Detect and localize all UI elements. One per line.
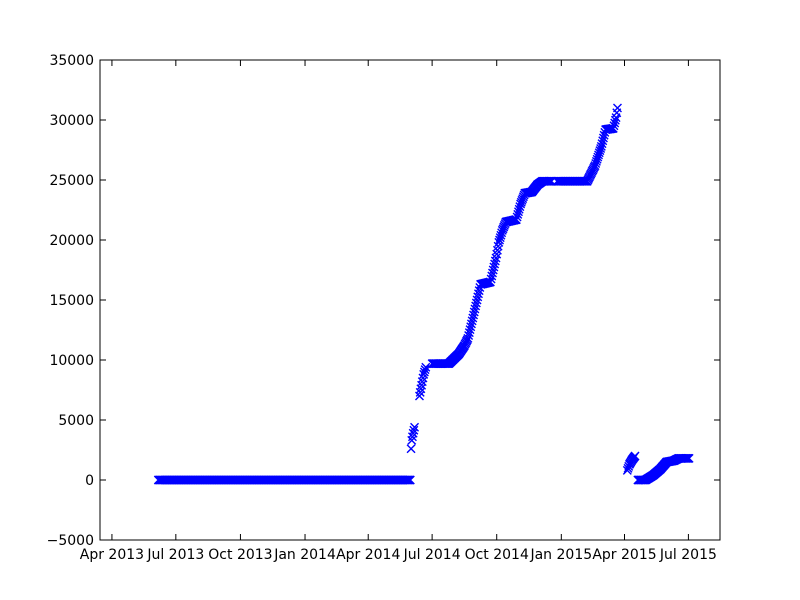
data-point (421, 362, 431, 372)
data-point (596, 144, 606, 154)
x-tick-label: Jan 2015 (529, 547, 592, 563)
data-point (409, 425, 419, 435)
x-tick-label: Jul 2015 (659, 547, 717, 563)
y-tick-label: 25000 (49, 173, 94, 189)
data-point (405, 475, 415, 485)
x-tick-label: Jul 2013 (146, 547, 204, 563)
data-point (410, 422, 420, 432)
x-tick-label: Oct 2014 (465, 547, 529, 563)
data-point (514, 204, 524, 214)
data-point (608, 123, 618, 133)
data-point (416, 384, 426, 394)
axis-ticks: −5000 0 5000 10000 15000 20000 25000 30000 35000… (47, 53, 720, 563)
y-tick-label: 5000 (58, 413, 94, 429)
data-point (513, 209, 523, 219)
y-tick-label: 30000 (49, 113, 94, 129)
data-point (407, 435, 417, 445)
data-point (684, 453, 694, 463)
data-point (513, 207, 523, 217)
x-tick-label: Apr 2014 (336, 547, 400, 563)
y-tick-label: 0 (85, 473, 94, 489)
data-point (420, 365, 430, 375)
data-point (630, 451, 640, 461)
data-point (406, 444, 416, 454)
y-tick-label: −5000 (47, 533, 94, 549)
x-tick-label: Apr 2015 (592, 547, 656, 563)
data-point (609, 121, 619, 131)
plot-frame (99, 59, 721, 541)
data-point (598, 136, 608, 146)
x-tick-label: Jul 2014 (403, 547, 461, 563)
data-point (596, 141, 606, 151)
data-point (490, 256, 500, 266)
y-tick-label: 15000 (49, 293, 94, 309)
data-point (407, 432, 417, 442)
x-tick-label: Apr 2013 (80, 547, 144, 563)
data-point (417, 377, 427, 387)
data-point (511, 215, 521, 225)
data-point (610, 118, 620, 128)
data-point (612, 103, 622, 113)
data-point (415, 387, 425, 397)
data-point (512, 212, 522, 222)
data-point (414, 391, 424, 401)
data-point (598, 133, 608, 143)
data-point (610, 115, 620, 125)
y-tick-label: 10000 (49, 353, 94, 369)
y-tick-label: 35000 (49, 53, 94, 69)
data-points (153, 103, 694, 485)
y-tick-label: 20000 (49, 233, 94, 249)
x-tick-label: Jan 2014 (273, 547, 336, 563)
x-tick-label: Oct 2013 (208, 547, 272, 563)
data-point (417, 380, 427, 390)
data-point (597, 139, 607, 149)
